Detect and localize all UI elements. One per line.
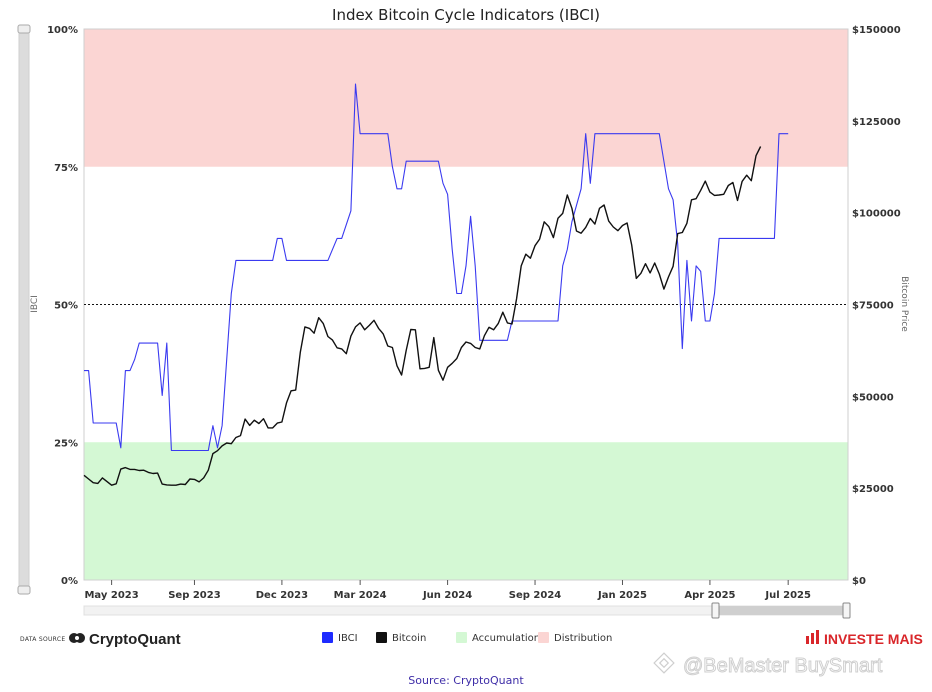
left-tick-label: 100% xyxy=(47,25,78,36)
data-source-label: DATA SOURCE xyxy=(20,636,65,643)
legend-swatch xyxy=(538,632,549,643)
source-link[interactable]: Source: CryptoQuant xyxy=(408,674,524,687)
left-tick-label: 75% xyxy=(54,163,78,174)
right-tick-label: $100000 xyxy=(852,209,901,220)
binance-square-logo-icon xyxy=(653,652,675,674)
legend: IBCI Bitcoin Accumulation Distribution xyxy=(322,632,612,644)
left-tick-label: 25% xyxy=(54,438,78,449)
left-axis-ticks: 0% 25% 50% 75% 100% xyxy=(47,25,78,587)
left-tick-label: 0% xyxy=(61,576,78,587)
x-tick-label: Jul 2025 xyxy=(764,590,811,601)
right-axis-ticks: $0 $25000 $50000 $75000 $100000 $125000 $15000… xyxy=(852,25,901,587)
left-tick-label: 50% xyxy=(54,301,78,312)
series-line-bitcoin xyxy=(83,146,762,486)
navigator-selection[interactable] xyxy=(716,606,846,615)
x-tick-label: Jun 2024 xyxy=(422,590,472,601)
accumulation-zone xyxy=(84,442,848,580)
vertical-scrollbar[interactable] xyxy=(17,24,31,595)
navigator-handle-right[interactable] xyxy=(842,602,851,619)
right-tick-label: $75000 xyxy=(852,301,894,312)
watermark-text: @BeMaster BuySmart xyxy=(683,655,883,677)
cryptoquant-logo-text: CryptoQuant xyxy=(89,631,181,648)
cryptoquant-logo-icon xyxy=(69,633,85,643)
right-tick-label: $25000 xyxy=(852,484,894,495)
x-tick-label: May 2023 xyxy=(84,590,138,601)
investe-mais-brand: INVESTE MAIS xyxy=(806,630,923,647)
legend-item-distribution[interactable]: Distribution xyxy=(538,632,612,644)
legend-label: Accumulation xyxy=(472,633,540,644)
legend-swatch xyxy=(322,632,333,643)
x-tick-label: Apr 2025 xyxy=(684,590,735,601)
chart-title: Index Bitcoin Cycle Indicators (IBCI) xyxy=(332,6,600,24)
right-axis-label: Bitcoin Price xyxy=(899,276,909,332)
series-layer xyxy=(83,83,789,486)
plot-zones xyxy=(84,29,848,580)
x-axis-ticks: May 2023 Sep 2023 Dec 2023 Mar 2024 Jun 2024… xyxy=(84,580,811,601)
right-tick-label: $150000 xyxy=(852,25,901,36)
legend-item-ibci[interactable]: IBCI xyxy=(322,632,358,644)
navigator[interactable] xyxy=(83,602,851,619)
navigator-handle-left[interactable] xyxy=(711,602,720,619)
distribution-zone xyxy=(84,29,848,167)
x-tick-label: Dec 2023 xyxy=(256,590,308,601)
investe-mais-logo-text: INVESTE MAIS xyxy=(824,631,923,647)
vertical-scroll-handle-top[interactable] xyxy=(17,24,31,34)
right-tick-label: $0 xyxy=(852,576,866,587)
vertical-scroll-handle-bottom[interactable] xyxy=(17,585,31,595)
right-tick-label: $125000 xyxy=(852,117,901,128)
left-axis-label: IBCI xyxy=(30,295,40,313)
legend-swatch xyxy=(376,632,387,643)
investe-mais-logo-icon xyxy=(806,630,819,644)
x-tick-label: Sep 2024 xyxy=(509,590,561,601)
x-tick-label: Jan 2025 xyxy=(597,590,647,601)
x-tick-label: Mar 2024 xyxy=(334,590,387,601)
legend-label: IBCI xyxy=(338,633,358,644)
legend-swatch xyxy=(456,632,467,643)
cryptoquant-brand: DATA SOURCE CryptoQuant xyxy=(20,631,181,648)
x-tick-label: Sep 2023 xyxy=(168,590,220,601)
legend-item-bitcoin[interactable]: Bitcoin xyxy=(376,632,426,644)
right-tick-label: $50000 xyxy=(852,392,894,403)
legend-label: Distribution xyxy=(554,633,612,644)
watermark: @BeMaster BuySmart xyxy=(653,652,883,678)
legend-item-accumulation[interactable]: Accumulation xyxy=(456,632,540,644)
legend-label: Bitcoin xyxy=(392,633,426,644)
